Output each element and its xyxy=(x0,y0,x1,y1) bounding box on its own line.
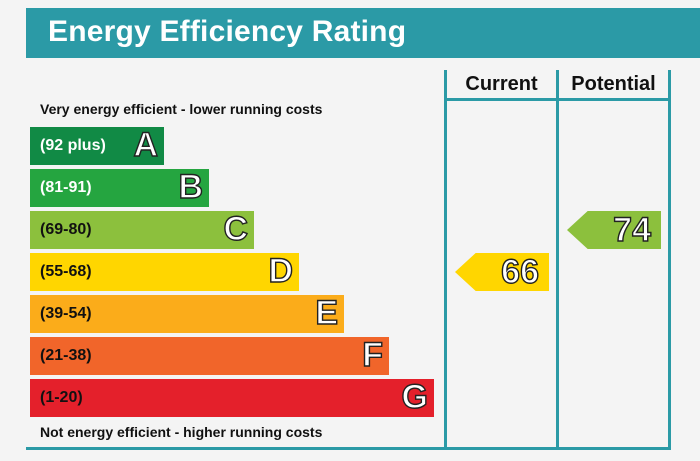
rating-band-d: (55-68) D xyxy=(30,251,299,291)
band-range-label: (92 plus) xyxy=(40,137,106,154)
band-letter-label: F xyxy=(362,335,384,374)
band-range-label: (69-80) xyxy=(40,221,92,238)
potential-rating-value: 74 xyxy=(612,211,651,249)
rating-band-g: (1-20) G xyxy=(30,377,434,417)
rating-band-e: (39-54) E xyxy=(30,293,344,333)
band-letter-label: E xyxy=(315,293,339,332)
page-title: Energy Efficiency Rating xyxy=(48,15,407,48)
band-letter-label: B xyxy=(178,167,204,206)
caption-bottom: Not energy efficient - higher running co… xyxy=(40,424,323,440)
band-range-label: (21-38) xyxy=(40,347,92,364)
band-range-label: (39-54) xyxy=(40,305,92,322)
band-range-label: (81-91) xyxy=(40,179,92,196)
band-letter-label: C xyxy=(223,209,249,248)
rating-band-b: (81-91) B xyxy=(30,167,209,207)
column-header-potential: Potential xyxy=(571,73,656,95)
rating-band-a: (92 plus) A xyxy=(30,125,164,165)
caption-top: Very energy efficient - lower running co… xyxy=(40,101,323,117)
column-header-current: Current xyxy=(465,73,538,95)
frame-header-underline xyxy=(444,98,671,101)
band-range-label: (1-20) xyxy=(40,389,83,406)
current-rating-arrow: 66 xyxy=(455,253,549,291)
frame-middle-divider xyxy=(556,70,559,450)
band-letter-label: D xyxy=(268,251,294,290)
band-letter-label: G xyxy=(401,377,429,416)
band-letter-label: A xyxy=(133,125,159,164)
rating-band-c: (69-80) C xyxy=(30,209,254,249)
frame-bottom-border xyxy=(26,447,671,450)
rating-band-f: (21-38) F xyxy=(30,335,389,375)
frame-right-border xyxy=(668,70,671,450)
header-bar: Energy Efficiency Rating xyxy=(26,8,700,58)
band-range-label: (55-68) xyxy=(40,263,92,280)
current-rating-value: 66 xyxy=(500,253,539,291)
potential-rating-arrow: 74 xyxy=(567,211,661,249)
frame-left-divider xyxy=(444,70,447,450)
